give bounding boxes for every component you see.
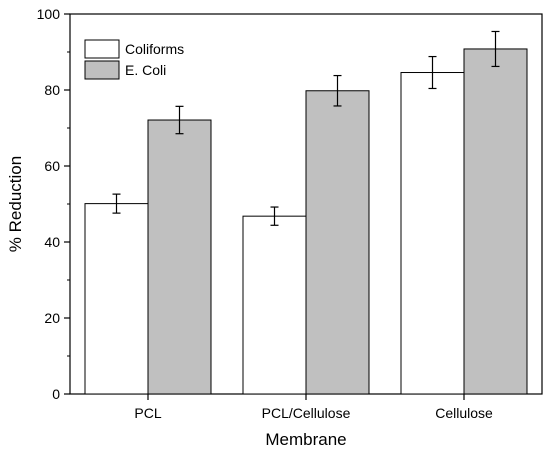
bar-e-coli-2 <box>463 48 528 395</box>
legend: Coliforms E. Coli <box>84 39 184 80</box>
error-bars-layer <box>112 30 500 226</box>
y-tick-label: 80 <box>44 82 60 98</box>
legend-label-e-coli: E. Coli <box>125 62 166 78</box>
bar-e-coli-0 <box>147 119 212 395</box>
legend-swatch-coliforms <box>84 39 120 59</box>
bar-coliforms-1 <box>242 215 307 395</box>
y-tick-label: 20 <box>44 310 60 326</box>
y-tick-label: 0 <box>52 386 60 402</box>
bars-layer <box>84 48 528 395</box>
bar-e-coli-1 <box>305 90 370 395</box>
error-bar-e-coli-2 <box>491 30 500 68</box>
x-tick-label: PCL/Cellulose <box>262 405 351 421</box>
error-bar-coliforms-2 <box>428 55 437 90</box>
error-bar-e-coli-1 <box>333 74 342 107</box>
y-axis: 0 20 40 60 80 100 <box>37 6 70 402</box>
bar-coliforms-0 <box>84 203 149 395</box>
x-tick-label: Cellulose <box>435 405 493 421</box>
y-tick-label: 60 <box>44 158 60 174</box>
error-bar-coliforms-0 <box>112 193 121 214</box>
y-axis-title: % Reduction <box>6 156 25 252</box>
x-axis: PCL PCL/Cellulose Cellulose <box>134 394 493 421</box>
bar-coliforms-2 <box>400 72 465 395</box>
y-tick-label: 40 <box>44 234 60 250</box>
error-bar-e-coli-0 <box>175 105 184 135</box>
legend-swatch-e-coli <box>84 60 120 80</box>
legend-label-coliforms: Coliforms <box>125 41 184 57</box>
y-tick-label: 100 <box>37 6 61 22</box>
x-tick-label: PCL <box>134 405 161 421</box>
error-bar-coliforms-1 <box>270 206 279 226</box>
x-axis-title: Membrane <box>265 430 346 449</box>
